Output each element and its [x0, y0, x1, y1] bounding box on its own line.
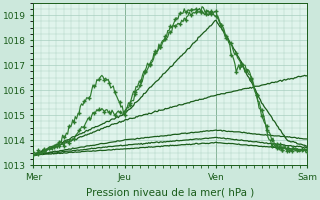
X-axis label: Pression niveau de la mer( hPa ): Pression niveau de la mer( hPa ) — [86, 187, 254, 197]
